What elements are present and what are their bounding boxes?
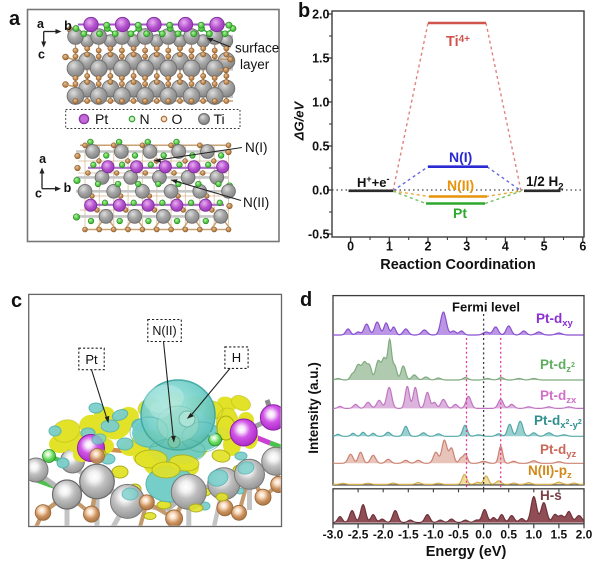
svg-text:N(II): N(II) — [447, 177, 474, 193]
svg-text:1: 1 — [386, 240, 393, 254]
svg-text:4: 4 — [502, 240, 509, 254]
svg-text:a: a — [37, 17, 45, 31]
svg-text:Energy (eV): Energy (eV) — [426, 544, 507, 560]
svg-text:-2.0: -2.0 — [373, 527, 394, 541]
svg-text:5: 5 — [541, 240, 548, 254]
svg-text:1.0: 1.0 — [312, 95, 329, 109]
svg-text:N(II): N(II) — [243, 195, 269, 210]
svg-text:Ti: Ti — [214, 111, 225, 127]
svg-text:Intensity (a.u.): Intensity (a.u.) — [306, 362, 321, 454]
svg-text:layer: layer — [240, 57, 270, 72]
svg-text:N(II)-pz: N(II)-pz — [528, 463, 572, 481]
svg-text:O: O — [172, 111, 183, 127]
svg-text:0.5: 0.5 — [500, 527, 517, 541]
svg-text:-3.0: -3.0 — [323, 527, 344, 541]
svg-text:-0.5: -0.5 — [308, 227, 330, 241]
svg-text:c: c — [11, 290, 22, 312]
svg-text:1.5: 1.5 — [551, 527, 568, 541]
svg-text:Fermi level: Fermi level — [452, 300, 520, 315]
svg-text:H++e-: H++e- — [357, 174, 389, 190]
svg-text:surface: surface — [235, 41, 279, 56]
svg-text:d: d — [300, 289, 312, 311]
svg-text:Pt: Pt — [453, 205, 467, 221]
svg-text:H-s: H-s — [540, 488, 562, 503]
svg-text:b: b — [298, 0, 310, 22]
svg-text:N(I): N(I) — [449, 149, 472, 165]
svg-text:0.5: 0.5 — [312, 139, 329, 153]
svg-text:2.0: 2.0 — [576, 527, 593, 541]
svg-text:Reaction Coordination: Reaction Coordination — [380, 257, 535, 273]
svg-text:a: a — [39, 152, 47, 166]
svg-text:0.0: 0.0 — [475, 527, 492, 541]
svg-text:-2.5: -2.5 — [348, 527, 369, 541]
svg-text:1.5: 1.5 — [312, 51, 329, 65]
svg-text:H: H — [232, 350, 241, 365]
svg-text:-1.0: -1.0 — [423, 527, 444, 541]
svg-text:N(II): N(II) — [152, 324, 176, 338]
svg-text:Pt: Pt — [95, 111, 108, 127]
svg-text:-1.5: -1.5 — [398, 527, 419, 541]
svg-text:c: c — [35, 187, 42, 201]
svg-text:2.0: 2.0 — [312, 7, 329, 21]
svg-text:2: 2 — [425, 240, 432, 254]
svg-text:3: 3 — [463, 240, 470, 254]
svg-text:0: 0 — [347, 240, 354, 254]
svg-text:1.0: 1.0 — [525, 527, 542, 541]
svg-text:b: b — [64, 181, 72, 195]
svg-text:6: 6 — [579, 240, 586, 254]
svg-text:a: a — [9, 8, 21, 30]
svg-text:b: b — [64, 19, 72, 33]
svg-text:0.0: 0.0 — [312, 183, 329, 197]
svg-text:N: N — [140, 111, 150, 127]
svg-text:Pt: Pt — [85, 352, 98, 367]
svg-text:ΔG/eV: ΔG/eV — [292, 100, 307, 141]
svg-text:c: c — [38, 48, 45, 62]
svg-text:-0.5: -0.5 — [448, 527, 469, 541]
svg-text:N(I): N(I) — [245, 140, 268, 155]
svg-text:1/2 H2: 1/2 H2 — [526, 174, 564, 193]
